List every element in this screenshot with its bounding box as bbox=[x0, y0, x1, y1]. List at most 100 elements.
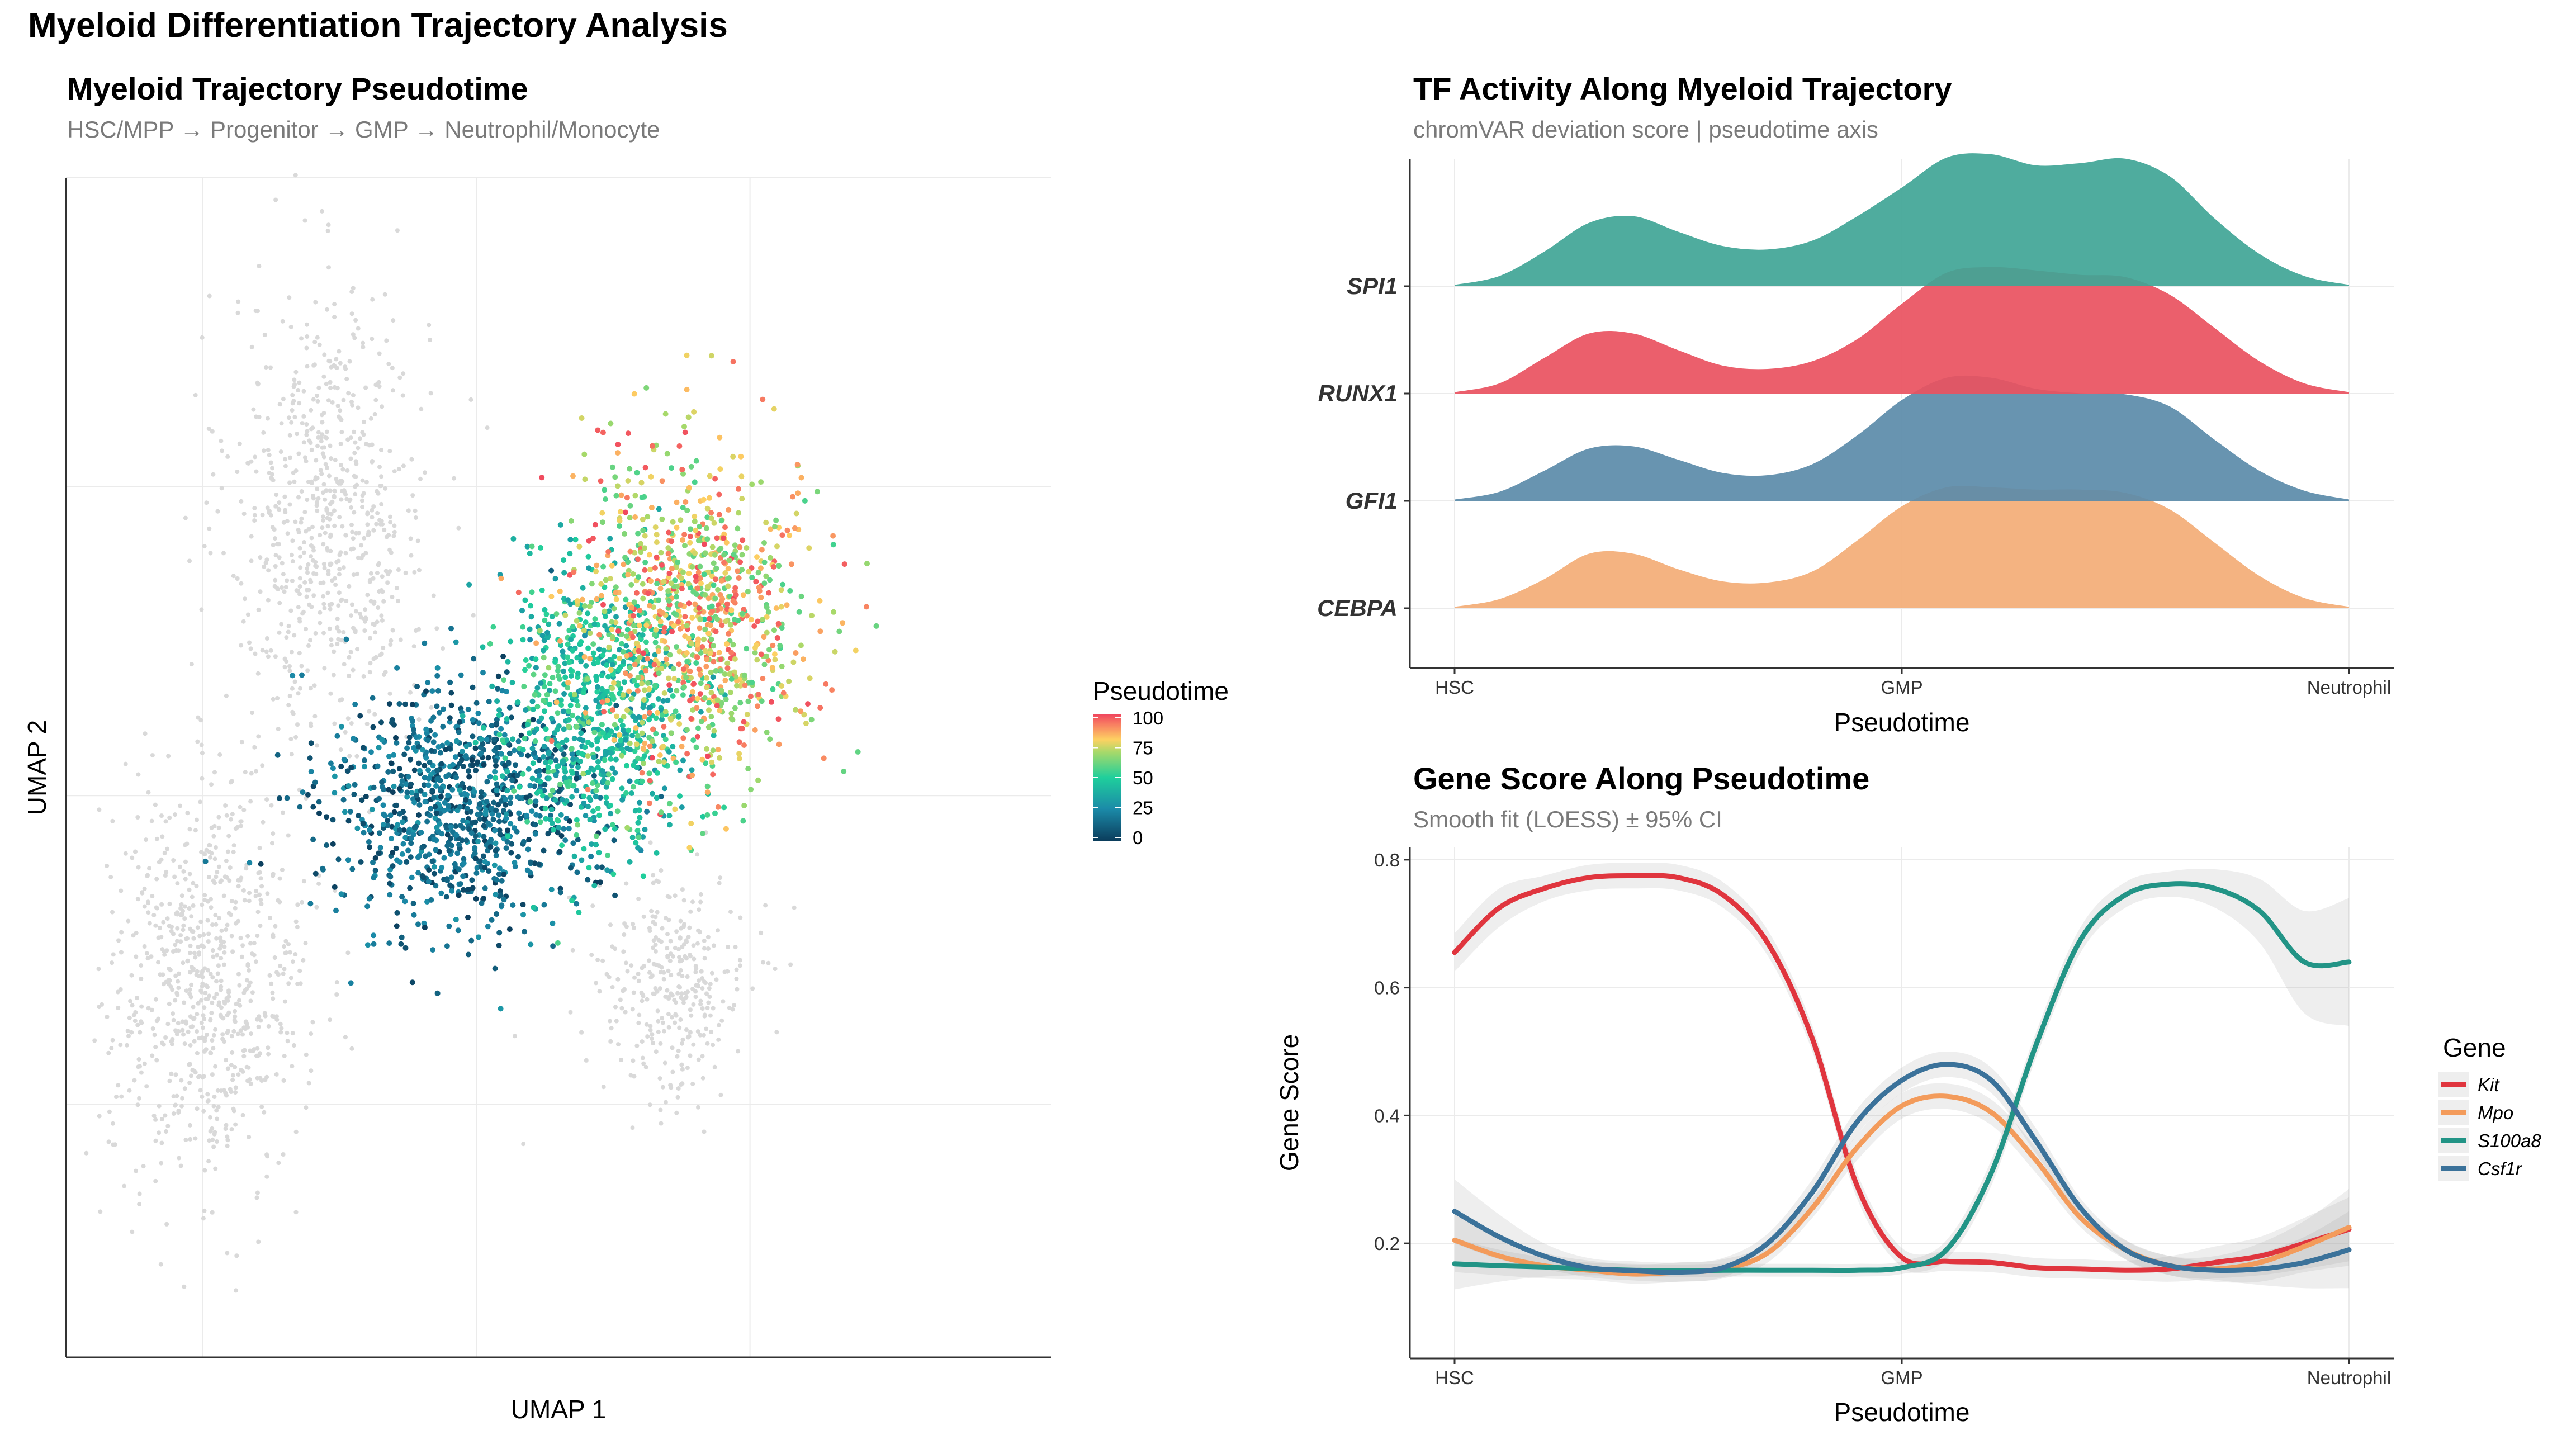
umap-cell-point-2501 bbox=[478, 794, 484, 800]
umap-cell-point-235 bbox=[215, 509, 220, 514]
umap-cell-point-3979 bbox=[630, 634, 636, 640]
umap-cell-point-402 bbox=[281, 396, 286, 401]
umap-cell-point-3683 bbox=[760, 675, 766, 681]
umap-cell-point-617 bbox=[361, 345, 366, 349]
umap-cell-point-3046 bbox=[601, 648, 607, 654]
umap-cell-point-175 bbox=[400, 393, 405, 398]
umap-cell-point-478 bbox=[276, 542, 281, 547]
umap-cell-point-1359 bbox=[230, 812, 235, 817]
umap-cell-point-1973 bbox=[461, 856, 467, 862]
umap-cell-point-49 bbox=[375, 570, 380, 575]
umap-cell-point-4222 bbox=[667, 715, 674, 721]
ridge-x-tick-2: Neutrophil bbox=[2307, 677, 2391, 698]
umap-cell-point-3937 bbox=[817, 705, 823, 711]
umap-cell-point-273 bbox=[434, 626, 439, 631]
umap-cell-point-3121 bbox=[581, 681, 587, 687]
umap-cell-point-3997 bbox=[654, 581, 660, 586]
umap-cell-point-1227 bbox=[255, 934, 260, 939]
umap-cell-point-2451 bbox=[379, 736, 385, 742]
umap-cell-point-1436 bbox=[154, 906, 159, 911]
umap-cell-point-2591 bbox=[453, 738, 460, 744]
umap-cell-point-1170 bbox=[216, 916, 221, 921]
umap-cell-point-751 bbox=[248, 799, 253, 804]
umap-cell-point-363 bbox=[299, 489, 304, 494]
umap-cell-point-618 bbox=[284, 635, 289, 640]
umap-cell-point-1258 bbox=[199, 742, 204, 747]
umap-cell-point-2039 bbox=[574, 901, 580, 907]
umap-cell-point-1691 bbox=[653, 915, 658, 920]
umap-cell-point-1273 bbox=[135, 815, 140, 820]
umap-cell-point-4332 bbox=[656, 670, 662, 676]
umap-cell-point-1395 bbox=[207, 850, 212, 854]
umap-cell-point-499 bbox=[314, 503, 319, 508]
umap-cell-point-3205 bbox=[579, 857, 585, 863]
umap-cell-point-312 bbox=[382, 527, 387, 532]
gene-y-tick-2: 0.6 bbox=[1374, 978, 1400, 998]
umap-cell-point-1332 bbox=[184, 988, 189, 993]
umap-cell-point-228 bbox=[354, 571, 359, 576]
umap-cell-point-226 bbox=[305, 364, 310, 369]
umap-cell-point-1554 bbox=[660, 926, 665, 931]
umap-cell-point-1575 bbox=[653, 949, 658, 954]
umap-cell-point-295 bbox=[337, 515, 342, 520]
umap-cell-point-3486 bbox=[612, 474, 618, 480]
umap-cell-point-780 bbox=[270, 990, 275, 995]
umap-cell-point-3890 bbox=[773, 517, 779, 523]
umap-cell-point-1627 bbox=[692, 956, 697, 962]
umap-cell-point-4148 bbox=[695, 538, 702, 544]
umap-cell-point-2632 bbox=[562, 837, 569, 844]
umap-cell-point-3657 bbox=[653, 627, 659, 633]
umap-cell-point-1577 bbox=[766, 960, 771, 965]
umap-cell-point-603 bbox=[313, 631, 318, 636]
umap-cell-point-1615 bbox=[631, 921, 636, 926]
umap-cell-point-4014 bbox=[661, 625, 667, 631]
umap-cell-point-3533 bbox=[661, 759, 667, 765]
umap-cell-point-2652 bbox=[473, 768, 479, 773]
umap-cell-point-3316 bbox=[710, 674, 716, 680]
ridge-areas bbox=[1454, 151, 2350, 608]
umap-cell-point-2208 bbox=[508, 850, 514, 856]
umap-cell-point-204 bbox=[283, 457, 287, 462]
umap-cell-point-355 bbox=[328, 386, 333, 390]
umap-cell-point-3465 bbox=[640, 632, 646, 638]
umap-cell-point-1557 bbox=[680, 1081, 685, 1086]
umap-cell-point-3498 bbox=[615, 450, 621, 456]
umap-cell-point-2567 bbox=[416, 853, 423, 859]
umap-cell-point-1642 bbox=[623, 1010, 628, 1015]
umap-cell-point-1753 bbox=[688, 1007, 693, 1012]
umap-cell-point-3156 bbox=[631, 762, 637, 768]
umap-cell-point-4398 bbox=[686, 485, 692, 491]
umap-cell-point-2316 bbox=[403, 781, 409, 787]
umap-cell-point-1802 bbox=[492, 769, 498, 775]
umap-cell-point-3776 bbox=[738, 453, 744, 460]
umap-cell-point-826 bbox=[224, 1123, 229, 1128]
umap-cell-point-1757 bbox=[600, 958, 605, 963]
umap-cell-point-468 bbox=[257, 264, 262, 268]
umap-cell-point-1023 bbox=[201, 1025, 205, 1030]
umap-cell-point-2597 bbox=[488, 836, 494, 842]
umap-cell-point-4146 bbox=[711, 643, 717, 649]
umap-cell-point-3471 bbox=[586, 604, 593, 609]
umap-cell-point-178 bbox=[301, 609, 306, 614]
umap-cell-point-3442 bbox=[509, 680, 515, 685]
umap-cell-point-4276 bbox=[674, 524, 680, 531]
umap-cell-point-828 bbox=[282, 967, 287, 972]
umap-cell-point-563 bbox=[312, 683, 317, 688]
umap-cell-point-2225 bbox=[498, 798, 504, 804]
umap-cell-point-69 bbox=[427, 323, 432, 328]
umap-cell-point-975 bbox=[214, 936, 219, 941]
umap-cell-point-1629 bbox=[700, 986, 705, 991]
umap-cell-point-542 bbox=[315, 335, 320, 340]
umap-cell-point-3126 bbox=[522, 735, 528, 741]
umap-cell-point-4396 bbox=[659, 562, 665, 568]
umap-cell-point-3308 bbox=[591, 621, 598, 627]
umap-cell-point-4060 bbox=[714, 616, 721, 622]
umap-cell-point-507 bbox=[357, 436, 362, 441]
umap-cell-point-772 bbox=[249, 771, 254, 776]
umap-cell-point-220 bbox=[296, 691, 301, 696]
umap-cell-point-2898 bbox=[520, 624, 526, 630]
umap-cell-point-2999 bbox=[530, 706, 536, 712]
umap-cell-point-3314 bbox=[565, 597, 571, 603]
umap-cell-point-2034 bbox=[258, 861, 264, 867]
umap-cell-point-1134 bbox=[271, 934, 276, 939]
